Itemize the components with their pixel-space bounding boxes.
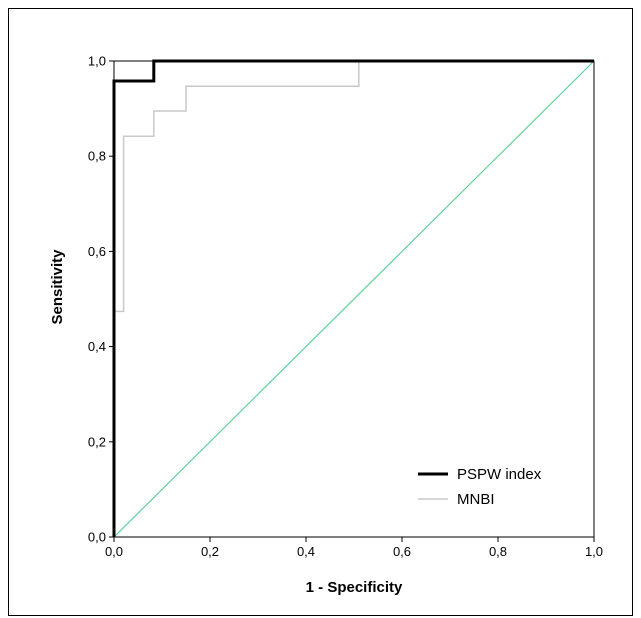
outer-frame <box>8 8 633 616</box>
x-tick-label: 0,2 <box>201 544 219 559</box>
legend: PSPW index MNBI <box>418 466 542 508</box>
series-line-mnbi <box>113 60 594 537</box>
x-axis-title: 1 - Specificity <box>306 579 403 596</box>
x-tick-label: 0,6 <box>393 544 411 559</box>
series-line-pspw-index <box>112 59 594 537</box>
y-tick-label: 0,4 <box>88 339 106 354</box>
legend-label-pspw-index: PSPW index <box>457 466 542 483</box>
y-tick-label: 0,0 <box>88 530 106 545</box>
plot-area <box>112 59 595 538</box>
y-axis-title: Sensitivity <box>49 249 66 325</box>
x-tick-label: 0,0 <box>105 544 123 559</box>
y-tick-label: 0,8 <box>88 149 106 164</box>
axes: 0,0 0,2 0,4 0,6 0,8 1,0 0,0 0,2 0,4 0,6 0,8 1,0 <box>88 54 603 560</box>
y-tick-label: 0,2 <box>88 434 106 449</box>
x-tick-label: 1,0 <box>585 544 603 559</box>
legend-label-mnbi: MNBI <box>457 491 495 508</box>
x-tick-label: 0,8 <box>489 544 507 559</box>
x-tick-label: 0,4 <box>297 544 315 559</box>
y-tick-label: 0,6 <box>88 244 106 259</box>
y-tick-label: 1,0 <box>88 54 106 69</box>
series-line-reference <box>113 60 595 538</box>
